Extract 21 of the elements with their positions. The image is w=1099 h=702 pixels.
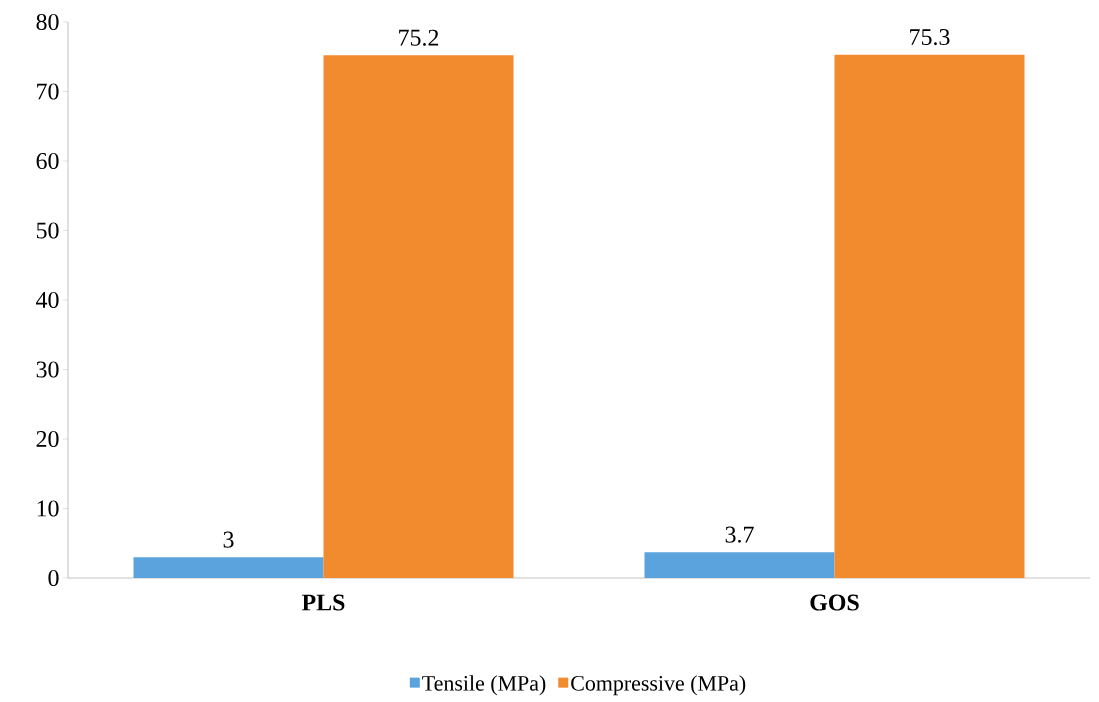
bar: [834, 54, 1025, 578]
y-tick-label: 80: [36, 13, 59, 31]
y-tick-label: 0: [48, 569, 59, 587]
legend-label: Compressive (MPa): [571, 675, 746, 696]
y-tick-label: 40: [36, 291, 59, 309]
bar: [323, 55, 514, 578]
x-tick-label: PLS: [301, 594, 345, 611]
legend-label: Tensile (MPa): [422, 675, 546, 696]
y-tick-label: 10: [37, 500, 59, 517]
data-label: 3: [223, 531, 234, 548]
y-tick-label: 20: [36, 430, 59, 448]
bar: [133, 557, 324, 578]
data-label: 75.3: [910, 28, 950, 46]
bar: [644, 552, 835, 578]
y-tick-label: 30: [36, 361, 59, 378]
y-tick-label: 70: [37, 83, 59, 100]
data-label: 75.2: [399, 29, 439, 46]
data-label: 3.7: [725, 526, 754, 543]
y-tick-label: 60: [36, 152, 59, 170]
x-tick-label: GOS: [810, 594, 859, 611]
y-tick-label: 50: [36, 222, 59, 239]
